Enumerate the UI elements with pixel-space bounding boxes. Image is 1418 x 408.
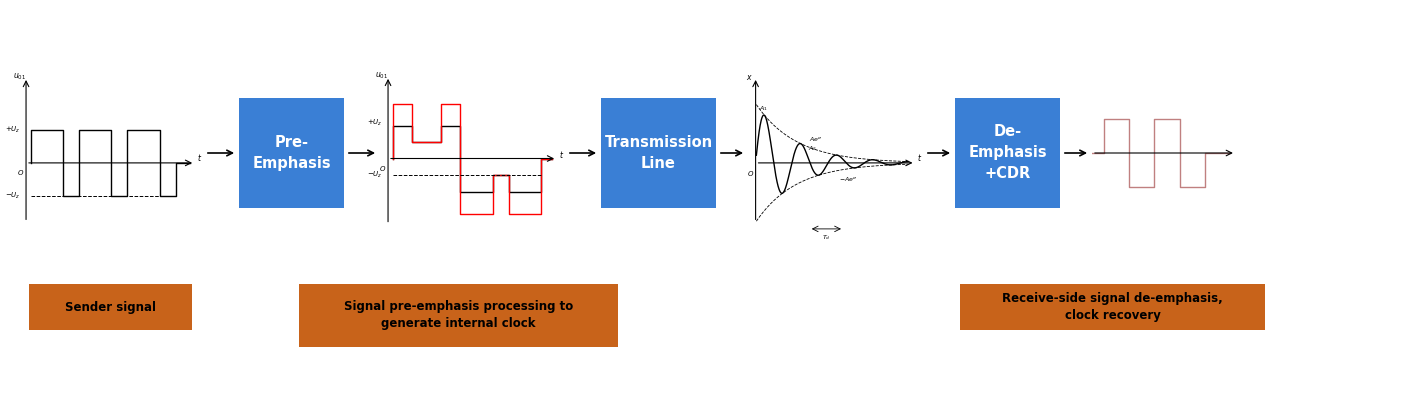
FancyBboxPatch shape xyxy=(299,284,618,347)
FancyBboxPatch shape xyxy=(601,98,716,208)
FancyBboxPatch shape xyxy=(28,284,191,330)
Text: Sender signal: Sender signal xyxy=(65,301,156,313)
Text: De-
Emphasis
+CDR: De- Emphasis +CDR xyxy=(968,124,1046,182)
Text: Signal pre-emphasis processing to
generate internal clock: Signal pre-emphasis processing to genera… xyxy=(343,300,573,330)
Text: Transmission
Line: Transmission Line xyxy=(604,135,713,171)
Text: Receive-side signal de-emphasis,
clock recovery: Receive-side signal de-emphasis, clock r… xyxy=(1003,292,1224,322)
FancyBboxPatch shape xyxy=(954,98,1061,208)
Text: Pre-
Emphasis: Pre- Emphasis xyxy=(252,135,330,171)
FancyBboxPatch shape xyxy=(960,284,1265,330)
FancyBboxPatch shape xyxy=(240,98,345,208)
